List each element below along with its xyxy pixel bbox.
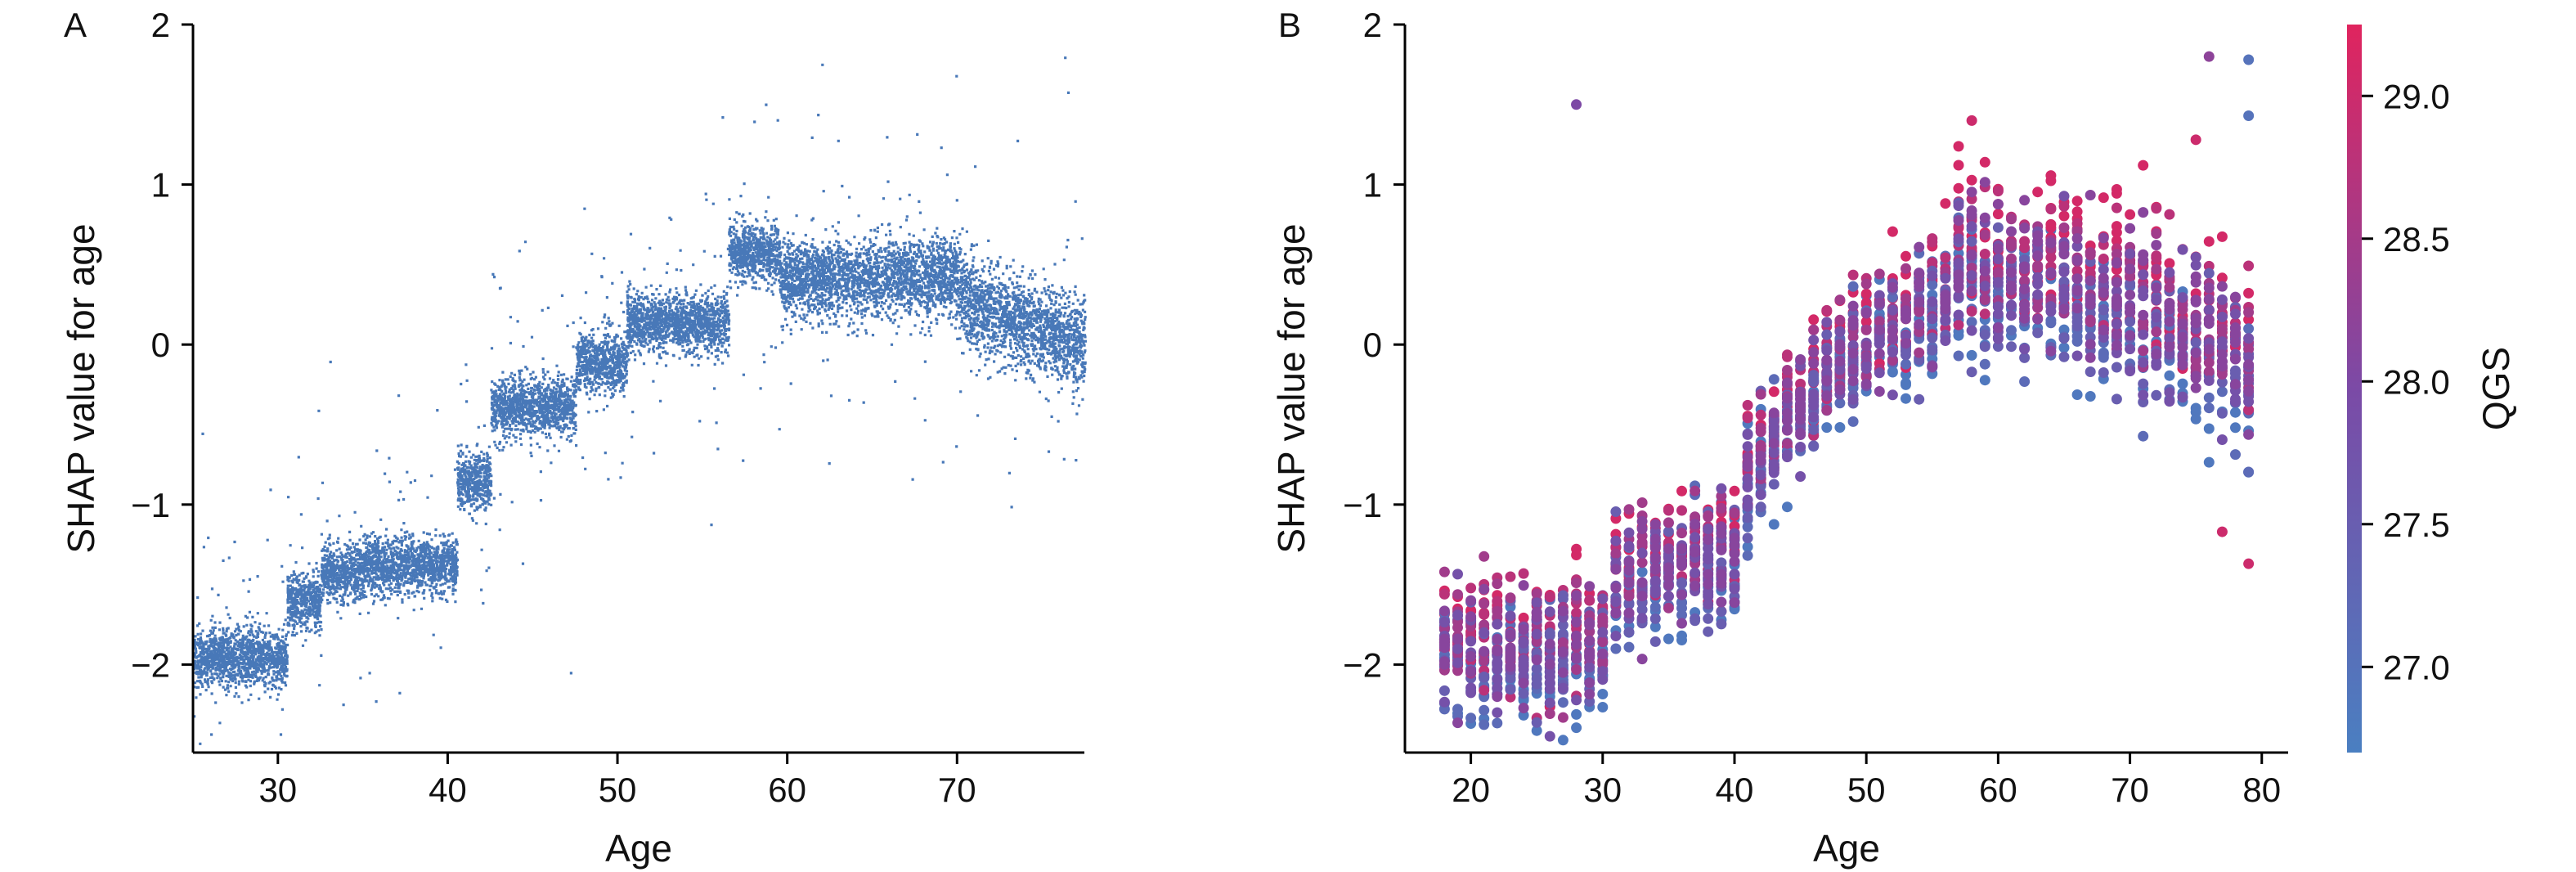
- colorbar-tick-label: 28.5: [2383, 220, 2450, 258]
- colorbar-tick-label: 27.5: [2383, 506, 2450, 544]
- colorbar-gradient: [2347, 25, 2362, 753]
- panel-b-outlier-point: [1571, 99, 1582, 110]
- panel-b-y-tick-label: 2: [1363, 6, 1382, 44]
- panel-b-outlier-point: [2190, 134, 2201, 146]
- panel-a-x-ticks: 30 40 50 60 70: [258, 753, 976, 809]
- panel-b-outlier-point: [2216, 526, 2228, 537]
- panel-b-x-tick-label: 40: [1716, 771, 1754, 809]
- panel-b-y-tick-label: 0: [1363, 326, 1382, 364]
- panel-a-x-tick-label: 30: [258, 771, 297, 809]
- panel-b-x-tick-label: 70: [2111, 771, 2149, 809]
- panel-a-x-axis-title: Age: [605, 827, 672, 870]
- panel-b-x-tick-label: 50: [1847, 771, 1886, 809]
- panel-b-outlier-point: [2243, 558, 2255, 569]
- panel-a-x-tick-label: 40: [429, 771, 467, 809]
- panel-b-x-tick-label: 60: [1979, 771, 2017, 809]
- panel-b-x-tick-label: 30: [1583, 771, 1622, 809]
- panel-a-y-tick-label: 1: [151, 166, 170, 205]
- panel-a-y-tick-label: 2: [151, 6, 170, 44]
- panel-b-x-tick-label: 20: [1452, 771, 1490, 809]
- panel-b: B 20 30 40 50 60 70 80 −2 −1 0 1 2 Age SHAP value …: [1270, 6, 2288, 870]
- panel-a-y-tick-label: −1: [131, 486, 170, 524]
- panel-a-data-points: [193, 56, 1087, 745]
- panel-b-outlier-point: [2203, 51, 2215, 62]
- panel-b-x-ticks: 20 30 40 50 60 70 80: [1452, 753, 2281, 809]
- panel-a-y-axis-title: SHAP value for age: [60, 223, 102, 553]
- panel-b-y-axis-title: SHAP value for age: [1270, 223, 1313, 553]
- panel-b-y-tick-label: 1: [1363, 166, 1382, 205]
- panel-b-outlier-point: [2138, 160, 2149, 171]
- panel-a-y-tick-label: −2: [131, 645, 170, 684]
- colorbar: 27.0 27.5 28.0 28.5 29.0 QGS: [2347, 25, 2517, 753]
- panel-a-label: A: [64, 6, 87, 44]
- panel-a-x-tick-label: 60: [768, 771, 806, 809]
- panel-b-y-tick-label: −2: [1343, 645, 1382, 684]
- panel-a: A 30 40 50 60 70 −2 −1 0 1 2 Age SHAP value for …: [60, 6, 1087, 870]
- colorbar-ticks: 27.0 27.5 28.0 28.5 29.0: [2362, 77, 2450, 686]
- colorbar-tick-label: 29.0: [2383, 77, 2450, 115]
- panel-b-outlier-point: [2243, 54, 2255, 65]
- panel-b-y-tick-label: −1: [1343, 486, 1382, 524]
- colorbar-tick-label: 27.0: [2383, 648, 2450, 686]
- panel-a-y-ticks: −2 −1 0 1 2: [131, 6, 193, 684]
- panel-b-outlier-point: [1966, 115, 1977, 126]
- panel-b-x-tick-label: 80: [2242, 771, 2281, 809]
- panel-a-x-tick-label: 50: [599, 771, 637, 809]
- panel-b-label: B: [1278, 6, 1301, 44]
- panel-a-y-tick-label: 0: [151, 326, 170, 364]
- colorbar-label: QGS: [2475, 347, 2517, 430]
- panel-b-x-axis-title: Age: [1813, 827, 1880, 870]
- panel-a-points: [193, 56, 1087, 745]
- panel-b-y-ticks: −2 −1 0 1 2: [1343, 6, 1405, 684]
- panel-b-outlier-point: [2243, 110, 2255, 121]
- panel-b-points: [1438, 51, 2255, 746]
- colorbar-tick-label: 28.0: [2383, 362, 2450, 401]
- panel-a-x-tick-label: 70: [938, 771, 976, 809]
